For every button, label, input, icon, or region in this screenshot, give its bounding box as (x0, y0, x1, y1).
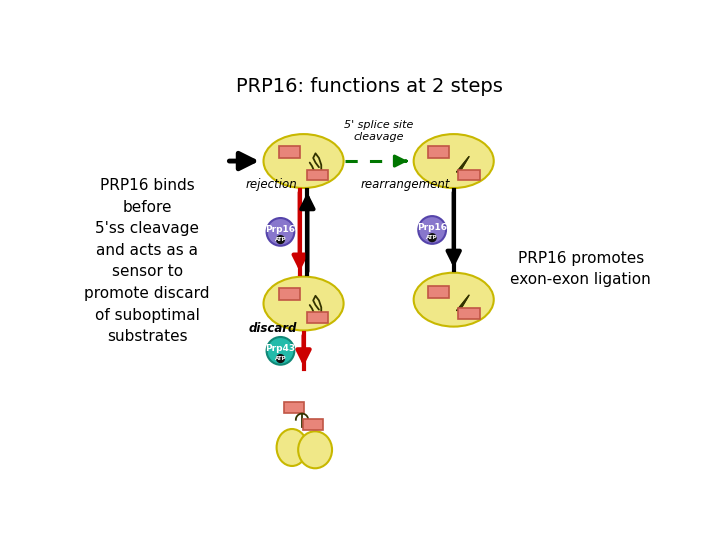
Bar (428, 286, 449, 298)
Ellipse shape (298, 431, 332, 468)
Text: rejection: rejection (246, 178, 297, 191)
Circle shape (266, 218, 294, 246)
Text: ATP: ATP (426, 235, 438, 240)
Polygon shape (456, 157, 469, 172)
Text: Prp16: Prp16 (266, 225, 295, 234)
Bar (279, 146, 300, 158)
Ellipse shape (414, 273, 494, 327)
Bar (428, 146, 449, 158)
Ellipse shape (276, 429, 307, 466)
Bar (279, 288, 300, 300)
Bar (459, 308, 480, 319)
Text: PRP16: functions at 2 steps: PRP16: functions at 2 steps (235, 77, 503, 96)
Text: 5' splice site
cleavage: 5' splice site cleavage (344, 120, 413, 142)
Text: Prp16: Prp16 (417, 223, 447, 232)
Ellipse shape (264, 134, 343, 188)
Bar (307, 312, 328, 323)
Circle shape (276, 235, 285, 244)
Text: rearrangement: rearrangement (360, 178, 450, 191)
Bar (307, 170, 328, 180)
Text: ATP: ATP (274, 356, 287, 361)
Bar (303, 419, 323, 430)
Ellipse shape (414, 134, 494, 188)
Circle shape (266, 337, 294, 364)
Circle shape (428, 233, 437, 242)
Text: PRP16 promotes
exon-exon ligation: PRP16 promotes exon-exon ligation (510, 251, 651, 287)
Circle shape (418, 216, 446, 244)
Text: Prp43: Prp43 (266, 344, 295, 353)
Circle shape (276, 354, 285, 363)
Text: PRP16 binds
before
5'ss cleavage
and acts as a
sensor to
promote discard
of subo: PRP16 binds before 5'ss cleavage and act… (84, 178, 210, 345)
Polygon shape (456, 295, 469, 310)
Text: discard: discard (249, 322, 297, 335)
Bar (459, 170, 480, 180)
Text: ATP: ATP (274, 237, 287, 242)
Ellipse shape (264, 276, 343, 330)
Bar (284, 402, 305, 413)
